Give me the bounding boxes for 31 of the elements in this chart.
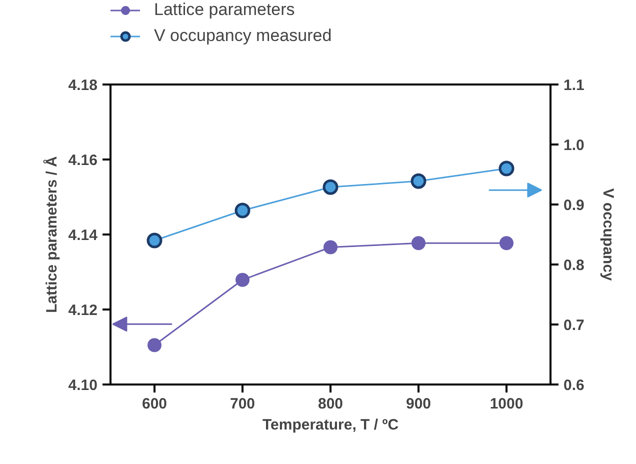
y-tick-label: 4.12: [68, 302, 98, 319]
y-axis-title: Lattice parameters / Å: [42, 156, 60, 313]
y2-tick-label: 0.7: [564, 317, 584, 334]
y2-tick-label: 0.6: [564, 377, 584, 394]
legend-label: Lattice parameters: [154, 0, 295, 20]
point: [412, 236, 426, 250]
x-tick-label: 700: [230, 396, 256, 412]
y-tick-label: 4.18: [68, 77, 98, 94]
point: [324, 240, 338, 254]
point: [500, 236, 514, 250]
x-tick-label: 1000: [490, 396, 524, 412]
legend-label: V occupancy measured: [154, 26, 332, 46]
point: [148, 338, 162, 352]
y2-tick-label: 1.0: [564, 137, 584, 154]
x-axis-title: Temperature, T / ºC: [262, 416, 399, 434]
point: [236, 272, 250, 287]
point: [146, 232, 162, 248]
x-tick-label: 800: [318, 396, 344, 412]
y2-tick-label: 0.8: [564, 257, 584, 274]
y-tick-label: 4.10: [68, 377, 98, 394]
y-tick-label: 4.14: [68, 227, 98, 244]
y2-tick-label: 0.9: [564, 197, 584, 214]
y2-axis-title: V occupancy: [599, 188, 616, 282]
x-tick-label: 900: [406, 396, 432, 412]
y2-tick-label: 1.1: [564, 77, 584, 94]
y-tick-label: 4.16: [68, 152, 98, 169]
point: [234, 202, 250, 218]
point: [498, 160, 514, 176]
point: [410, 173, 426, 189]
point: [322, 179, 338, 195]
x-tick-label: 600: [142, 396, 168, 412]
